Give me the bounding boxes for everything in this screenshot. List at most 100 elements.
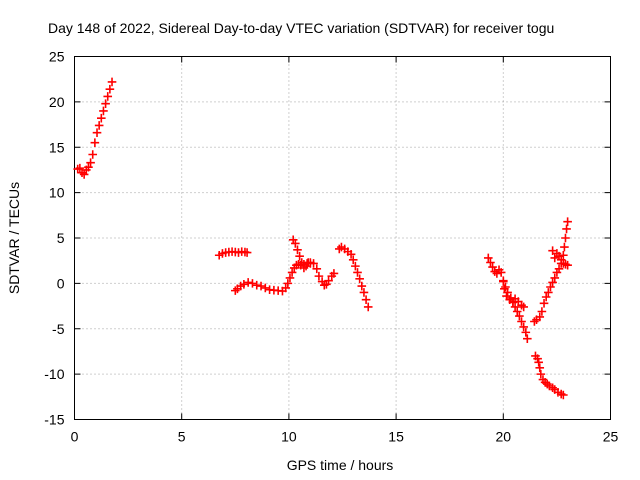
data-point	[346, 250, 356, 259]
data-point	[107, 77, 117, 87]
y-axis-label: SDTVAR / TECUs	[6, 182, 22, 294]
data-point	[544, 288, 553, 297]
x-tick-label: 10	[281, 429, 297, 445]
data-point	[101, 99, 110, 108]
y-tick-label: 15	[49, 139, 65, 155]
data-point	[535, 312, 545, 322]
data-point	[312, 264, 322, 274]
y-tick-label: 0	[57, 275, 65, 291]
data-point	[541, 292, 551, 302]
data-point	[351, 261, 360, 271]
data-point	[523, 334, 532, 344]
data-point	[537, 307, 547, 316]
data-point	[243, 278, 253, 287]
data-point	[306, 259, 315, 268]
data-point	[361, 295, 371, 305]
x-tick-label: 5	[178, 429, 186, 445]
y-tick-label: 25	[49, 49, 65, 65]
data-point	[283, 279, 293, 288]
data-point	[357, 281, 367, 291]
tick-labels: 0 5 10 15 20 25 -15 -10 -5 0 5 10 15 20 25	[44, 49, 618, 445]
x-tick-label: 15	[388, 429, 404, 445]
data-point	[242, 248, 252, 257]
data-point	[324, 276, 333, 285]
data-point	[521, 328, 531, 337]
x-tick-label: 0	[71, 429, 79, 445]
data-point	[363, 302, 373, 312]
plot-frame	[74, 56, 611, 420]
data-point	[103, 92, 113, 101]
chart-title: Day 148 of 2022, Sidereal Day-to-day VTE…	[48, 20, 554, 36]
data-point	[561, 233, 570, 243]
grid-lines	[74, 56, 611, 420]
data-point	[75, 163, 85, 173]
data-point	[88, 150, 98, 159]
data-point	[517, 317, 526, 326]
data-point	[519, 302, 528, 312]
data-point	[559, 250, 568, 260]
y-tick-label: -15	[44, 412, 64, 428]
data-point	[348, 255, 358, 265]
data-point	[563, 260, 572, 270]
data-point	[84, 162, 93, 172]
data-point	[535, 363, 545, 373]
data-point	[218, 249, 227, 258]
data-point	[329, 269, 339, 278]
x-tick-label: 25	[603, 429, 619, 445]
data-point	[512, 307, 522, 316]
data-point	[514, 297, 523, 306]
data-point	[496, 268, 506, 277]
data-point	[355, 274, 364, 284]
data-point	[79, 170, 89, 179]
data-point	[515, 311, 524, 321]
data-point	[105, 84, 115, 94]
data-point	[563, 217, 572, 226]
data-point	[94, 121, 104, 130]
y-tick-label: -10	[44, 366, 64, 382]
data-point	[99, 106, 108, 116]
y-tick-label: 10	[49, 185, 65, 201]
data-point	[499, 277, 508, 286]
data-point	[97, 113, 106, 123]
x-axis-label: GPS time / hours	[287, 457, 394, 473]
data-point	[559, 390, 568, 400]
x-tick-label: 20	[496, 429, 512, 445]
data-point	[359, 288, 369, 297]
data-point	[501, 282, 510, 292]
data-point	[486, 258, 495, 267]
data-point	[291, 239, 300, 248]
data-point	[92, 128, 102, 138]
data-point	[483, 253, 493, 263]
y-tick-label: 20	[49, 94, 65, 110]
data-point	[488, 262, 497, 272]
data-point	[278, 286, 287, 296]
data-point	[560, 242, 569, 252]
data-point	[536, 369, 546, 379]
data-point	[562, 224, 571, 234]
data-point	[252, 280, 262, 290]
data-point	[90, 138, 100, 148]
data-point	[287, 268, 297, 277]
data-point	[546, 282, 555, 292]
data-point	[539, 299, 549, 308]
data-points	[73, 77, 572, 400]
data-point	[293, 245, 302, 255]
data-point	[353, 268, 362, 277]
data-point	[508, 298, 518, 307]
data-point	[285, 273, 295, 283]
data-point	[548, 278, 557, 287]
data-point	[295, 251, 304, 261]
data-point	[281, 283, 290, 293]
data-point	[503, 288, 512, 297]
data-point	[510, 302, 520, 312]
y-tick-label: -5	[52, 321, 65, 337]
data-point	[534, 358, 543, 367]
y-tick-label: 5	[57, 230, 65, 246]
data-point	[314, 271, 324, 281]
data-point	[506, 293, 516, 303]
data-point	[86, 158, 95, 167]
data-point	[519, 322, 528, 332]
data-point	[554, 264, 564, 274]
data-point	[533, 354, 542, 363]
